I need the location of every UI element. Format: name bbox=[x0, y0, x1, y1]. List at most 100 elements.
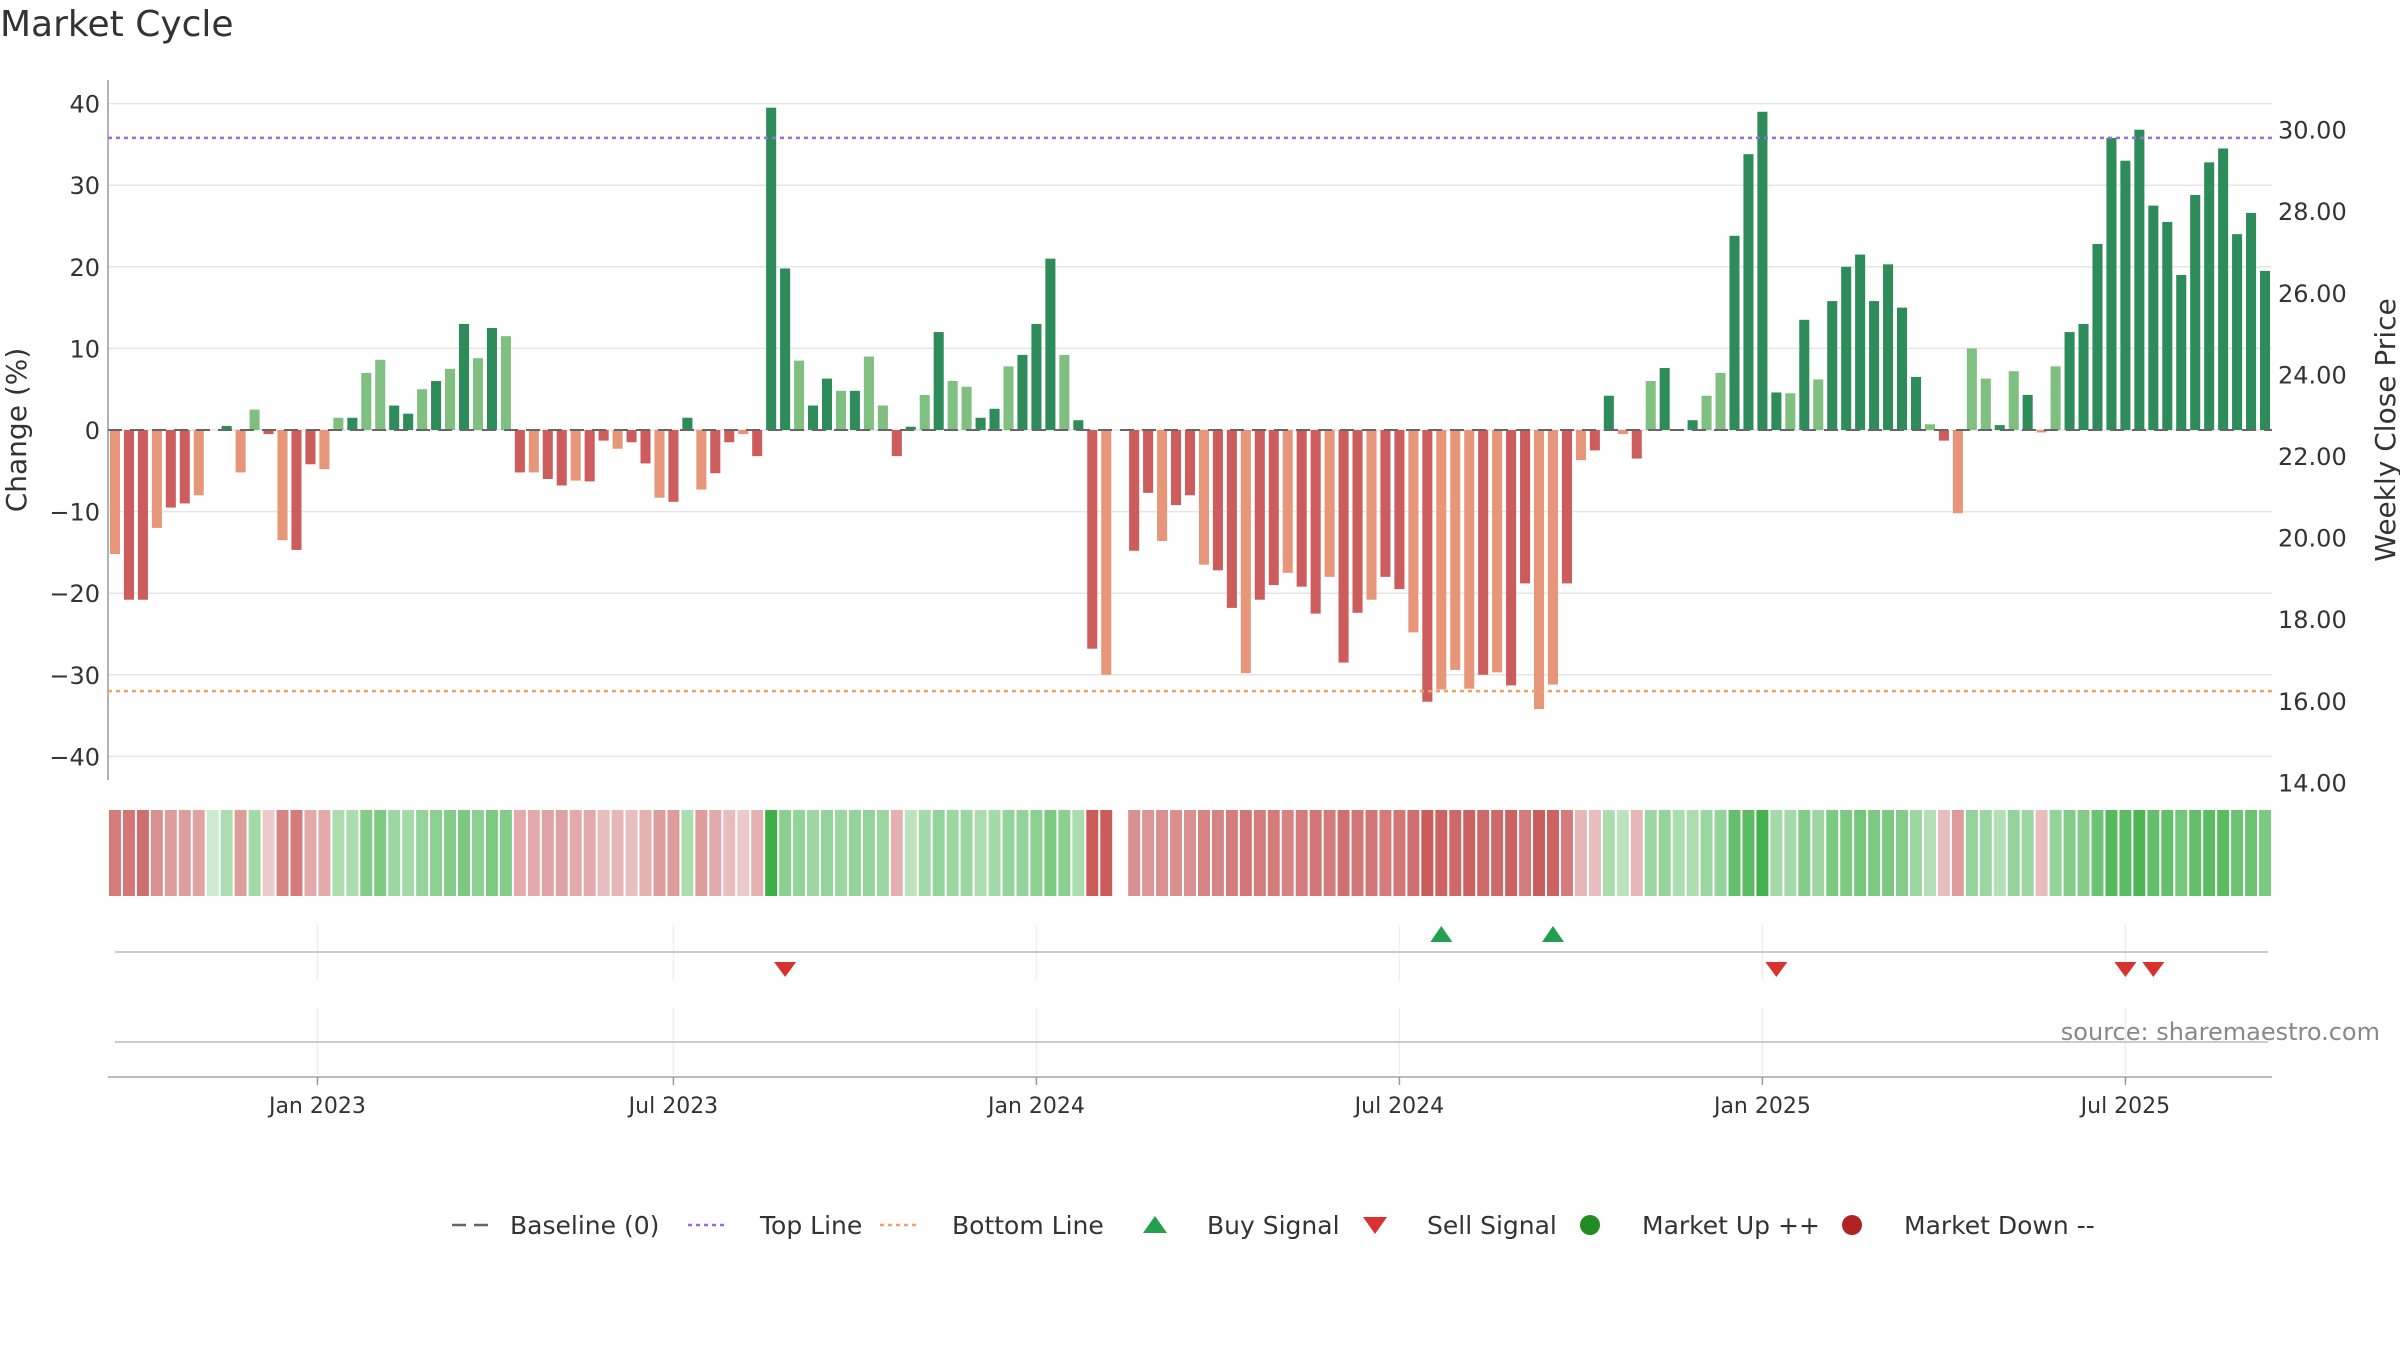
buy-signal-marker bbox=[1541, 926, 1564, 942]
bar bbox=[1478, 430, 1489, 675]
bar bbox=[2064, 332, 2075, 430]
heat-cell bbox=[220, 810, 233, 896]
bar bbox=[1198, 430, 1209, 565]
heat-cell bbox=[234, 810, 247, 896]
heat-cell bbox=[416, 810, 429, 896]
bar bbox=[1743, 154, 1754, 430]
heat-cell bbox=[988, 810, 1001, 896]
bar bbox=[2204, 162, 2215, 431]
bar bbox=[319, 430, 330, 470]
bar bbox=[2232, 234, 2243, 430]
bar bbox=[1547, 430, 1559, 685]
x-tick-label: Jul 2024 bbox=[1353, 1094, 1445, 1119]
heat-cell bbox=[653, 810, 666, 896]
heat-cell bbox=[471, 810, 484, 896]
bar bbox=[598, 430, 609, 441]
heat-cell bbox=[1896, 810, 1909, 896]
heat-cell bbox=[2063, 810, 2076, 896]
heat-cell bbox=[1868, 810, 1881, 896]
bar bbox=[1450, 430, 1461, 670]
heat-cell bbox=[1239, 810, 1252, 896]
heat-cell bbox=[1086, 810, 1099, 896]
heat-cell bbox=[2175, 810, 2188, 896]
bar bbox=[1310, 430, 1321, 614]
bar bbox=[1324, 430, 1335, 577]
bar bbox=[668, 430, 679, 502]
bar bbox=[151, 430, 162, 528]
bar bbox=[1813, 379, 1824, 430]
bar bbox=[2176, 274, 2187, 430]
heat-cell bbox=[1253, 810, 1266, 896]
y-tick-label-right: 18.00 bbox=[2278, 606, 2347, 634]
bar bbox=[975, 417, 986, 430]
heat-cell bbox=[2147, 810, 2160, 896]
bar bbox=[179, 430, 190, 504]
bar bbox=[1366, 430, 1377, 600]
legend-symbol-circle bbox=[1842, 1215, 1862, 1235]
x-tick-label: Jul 2023 bbox=[627, 1094, 719, 1119]
heat-cell bbox=[1574, 810, 1587, 896]
bar bbox=[109, 430, 121, 555]
bar bbox=[1059, 354, 1070, 430]
heat-cell bbox=[709, 810, 722, 896]
bar bbox=[2134, 129, 2145, 430]
heat-cell bbox=[1211, 810, 1224, 896]
bar bbox=[961, 386, 972, 430]
bar bbox=[752, 430, 763, 457]
y-tick-label-right: 28.00 bbox=[2278, 198, 2347, 226]
heat-cell bbox=[1854, 810, 1867, 896]
heat-cell bbox=[164, 810, 177, 896]
buy-signal-marker bbox=[1430, 926, 1453, 942]
y-tick-label-left: −10 bbox=[49, 499, 100, 527]
heat-cell bbox=[1030, 810, 1043, 896]
heat-cell bbox=[346, 810, 359, 896]
bar bbox=[1589, 430, 1600, 451]
heat-cell bbox=[374, 810, 387, 896]
heat-cell bbox=[793, 810, 806, 896]
heat-cell bbox=[248, 810, 261, 896]
axes-layer: 40 30.00 30 28.00 20 26.00 10 24.00 0 22.00 −10 20.… bbox=[49, 80, 2347, 797]
bar bbox=[1017, 354, 1028, 430]
heat-cell bbox=[1351, 810, 1364, 896]
heat-strip-layer bbox=[109, 810, 2271, 896]
heat-cell bbox=[779, 810, 792, 896]
heat-cell bbox=[1267, 810, 1280, 896]
bar bbox=[249, 409, 260, 430]
y-tick-label-right: 22.00 bbox=[2278, 443, 2347, 471]
heat-cell bbox=[1449, 810, 1462, 896]
bar bbox=[1827, 301, 1838, 430]
bar bbox=[905, 426, 916, 430]
bar bbox=[1966, 348, 1977, 430]
heat-cell bbox=[1281, 810, 1294, 896]
bar bbox=[612, 430, 623, 449]
bar bbox=[2008, 371, 2019, 430]
bar bbox=[221, 425, 232, 430]
bar bbox=[193, 430, 204, 496]
bar bbox=[626, 430, 637, 443]
bar bbox=[417, 389, 428, 430]
chart-title: Market Cycle bbox=[0, 4, 234, 45]
bar bbox=[1924, 424, 1935, 430]
bar bbox=[472, 358, 484, 430]
bar bbox=[1952, 430, 1963, 514]
heat-cell bbox=[513, 810, 526, 896]
bar bbox=[682, 417, 693, 430]
source-label: source: sharemaestro.com bbox=[2061, 1018, 2380, 1046]
heat-cell bbox=[821, 810, 833, 896]
heat-cell bbox=[304, 810, 317, 896]
heat-cell bbox=[1672, 810, 1685, 896]
bar bbox=[584, 430, 595, 482]
x-tick-label: Jul 2025 bbox=[2079, 1094, 2171, 1119]
bar bbox=[2092, 243, 2103, 430]
y-tick-label-right: 16.00 bbox=[2278, 688, 2347, 716]
bar bbox=[403, 413, 414, 430]
bar bbox=[1729, 235, 1740, 430]
bar bbox=[137, 430, 148, 600]
heat-cell bbox=[1295, 810, 1308, 896]
y-axis-label-left: Change (%) bbox=[0, 348, 33, 513]
heat-cell bbox=[332, 810, 345, 896]
bar bbox=[1436, 430, 1447, 690]
grid-layer bbox=[108, 102, 2272, 1075]
y-tick-label-right: 24.00 bbox=[2278, 361, 2347, 389]
heat-cell bbox=[1798, 810, 1811, 896]
